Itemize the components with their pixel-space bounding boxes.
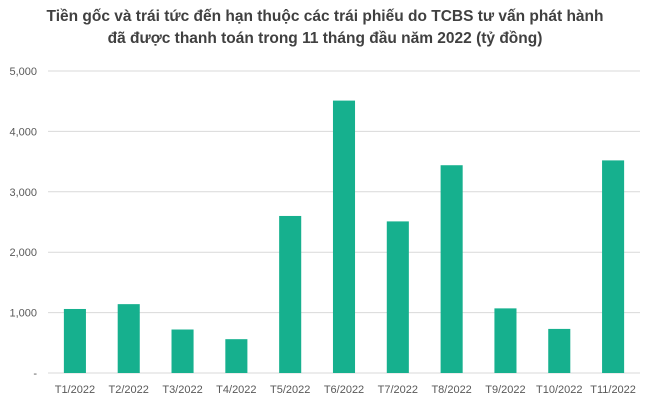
- y-tick-label: 2,000: [9, 247, 37, 259]
- x-axis-ticks: T1/2022 T2/2022 T3/2022 T4/2022 T5/2022 T6/20…: [55, 384, 636, 396]
- bars: [63, 100, 625, 373]
- bar: [494, 308, 517, 373]
- bar: [332, 100, 356, 373]
- x-tick-label: T3/2022: [162, 384, 202, 396]
- x-tick-label: T7/2022: [378, 384, 418, 396]
- y-tick-label: 5,000: [9, 66, 37, 78]
- x-tick-label: T11/2022: [590, 384, 636, 396]
- bar: [548, 328, 571, 373]
- x-tick-label: T9/2022: [485, 384, 525, 396]
- bar: [440, 165, 463, 373]
- x-tick-label: T2/2022: [109, 384, 149, 396]
- bar: [225, 339, 248, 373]
- chart-title-line-1: Tiền gốc và trái tức đến hạn thuộc các t…: [46, 8, 604, 25]
- y-tick-label: 1,000: [9, 308, 37, 320]
- bar: [279, 215, 302, 373]
- bar: [171, 329, 194, 373]
- x-tick-label: T5/2022: [270, 384, 310, 396]
- x-tick-label: T4/2022: [216, 384, 256, 396]
- x-tick-label: T8/2022: [431, 384, 471, 396]
- chart-title: Tiền gốc và trái tức đến hạn thuộc các t…: [0, 6, 650, 50]
- bar: [602, 160, 625, 373]
- y-tick-label: 4,000: [9, 126, 37, 138]
- bar: [117, 304, 140, 373]
- bar: [386, 221, 409, 373]
- x-tick-label: T6/2022: [324, 384, 364, 396]
- y-tick-label: 3,000: [9, 187, 37, 199]
- x-tick-label: T1/2022: [55, 384, 95, 396]
- bar: [63, 308, 86, 373]
- y-tick-label: -: [33, 368, 37, 380]
- y-axis-ticks: - 1,000 2,000 3,000 4,000 5,000: [9, 66, 37, 380]
- x-tick-label: T10/2022: [536, 384, 582, 396]
- chart-title-line-2: đã được thanh toán trong 11 tháng đầu nă…: [107, 30, 543, 47]
